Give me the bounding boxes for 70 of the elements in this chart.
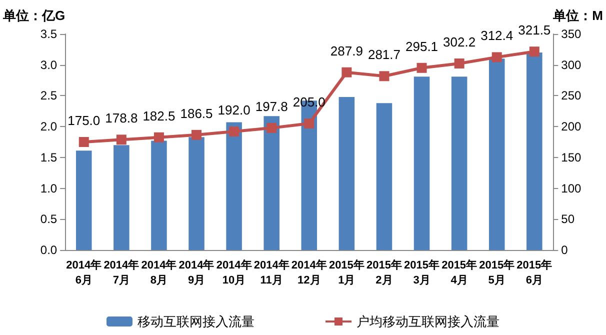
y-tick-label: 1.0 bbox=[40, 181, 58, 196]
y2-tick-label: 50 bbox=[561, 212, 575, 226]
data-label: 175.0 bbox=[68, 113, 100, 128]
data-label: 295.1 bbox=[405, 38, 438, 54]
y2-tick-label: 250 bbox=[561, 88, 582, 103]
y-tick-label: 1.5 bbox=[40, 150, 58, 164]
data-label: 281.7 bbox=[368, 47, 400, 62]
data-label: 182.5 bbox=[142, 108, 176, 124]
x-tick-label: 2014年 12月 bbox=[291, 258, 327, 286]
bar bbox=[226, 122, 242, 250]
y-tick-label: 2.5 bbox=[40, 88, 58, 103]
y2-tick-label: 150 bbox=[561, 150, 582, 164]
y2-tick-label: 300 bbox=[561, 58, 582, 72]
y-tick-label: 3.0 bbox=[40, 58, 58, 72]
x-tick-label: 2015年 4月 bbox=[442, 258, 478, 286]
point bbox=[492, 52, 502, 62]
legend-label: 移动互联网接入流量 bbox=[138, 314, 254, 329]
y2-tick-label: 350 bbox=[561, 27, 582, 41]
x-tick-label: 2014年 6月 bbox=[66, 258, 102, 286]
point bbox=[78, 137, 89, 147]
x-tick-label: 2014年 10月 bbox=[216, 258, 252, 286]
y2-tick-label: 100 bbox=[561, 181, 582, 196]
y-tick-label: 2.0 bbox=[40, 120, 58, 134]
point bbox=[416, 62, 427, 73]
bar bbox=[376, 103, 392, 250]
y-tick-label: 3.5 bbox=[40, 27, 58, 41]
bar bbox=[526, 52, 542, 250]
y2-tick-label: 200 bbox=[561, 120, 582, 134]
x-tick-label: 2014年 11月 bbox=[254, 258, 290, 286]
point bbox=[304, 118, 314, 128]
data-label: 186.5 bbox=[180, 106, 213, 121]
bar bbox=[414, 76, 430, 250]
x-tick-label: 2015年 3月 bbox=[404, 258, 440, 286]
data-label: 197.8 bbox=[255, 98, 288, 114]
point bbox=[116, 134, 126, 145]
data-label: 178.8 bbox=[105, 110, 138, 126]
bar bbox=[451, 76, 468, 250]
point bbox=[229, 126, 240, 137]
y-axis-title: 单位：亿G bbox=[2, 8, 66, 23]
y-tick-label: 0.0 bbox=[40, 243, 58, 257]
point bbox=[529, 46, 540, 57]
bar bbox=[264, 116, 280, 250]
x-tick-label: 2014年 7月 bbox=[104, 258, 140, 286]
data-label: 287.9 bbox=[330, 43, 363, 58]
bar bbox=[188, 137, 204, 250]
y-tick-label: 0.5 bbox=[40, 212, 58, 226]
x-tick-label: 2014年 8月 bbox=[141, 258, 177, 286]
point bbox=[266, 122, 277, 133]
legend-label: 户均移动互联网接入流量 bbox=[356, 314, 500, 329]
point bbox=[192, 130, 202, 140]
data-label: 302.2 bbox=[443, 34, 476, 50]
x-tick-label: 2015年 6月 bbox=[516, 258, 552, 286]
point bbox=[379, 71, 390, 82]
data-label: 192.0 bbox=[218, 102, 250, 118]
data-label: 312.4 bbox=[480, 28, 514, 44]
x-tick-label: 2015年 1月 bbox=[328, 258, 364, 286]
x-tick-label: 2014年 9月 bbox=[178, 258, 214, 286]
point bbox=[454, 58, 464, 68]
bar bbox=[338, 96, 355, 250]
data-label: 321.5 bbox=[518, 22, 551, 38]
bar bbox=[151, 140, 167, 250]
x-tick-label: 2015年 5月 bbox=[479, 258, 515, 286]
point bbox=[154, 132, 164, 142]
bar bbox=[114, 145, 130, 250]
bar bbox=[76, 150, 92, 250]
y2-tick-label: 0 bbox=[561, 243, 568, 257]
bar bbox=[488, 58, 505, 250]
point bbox=[342, 67, 352, 78]
x-tick-label: 2015年 2月 bbox=[366, 258, 402, 286]
y2-axis-title: 单位：M bbox=[552, 8, 604, 23]
